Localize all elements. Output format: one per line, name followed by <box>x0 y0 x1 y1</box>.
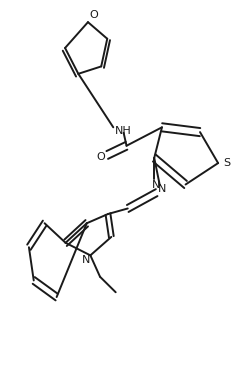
Text: S: S <box>223 158 230 168</box>
Text: N: N <box>158 184 166 194</box>
Text: O: O <box>90 10 98 20</box>
Text: NH: NH <box>114 126 131 136</box>
Text: N: N <box>152 179 160 190</box>
Text: O: O <box>97 152 106 162</box>
Text: N: N <box>82 255 90 265</box>
